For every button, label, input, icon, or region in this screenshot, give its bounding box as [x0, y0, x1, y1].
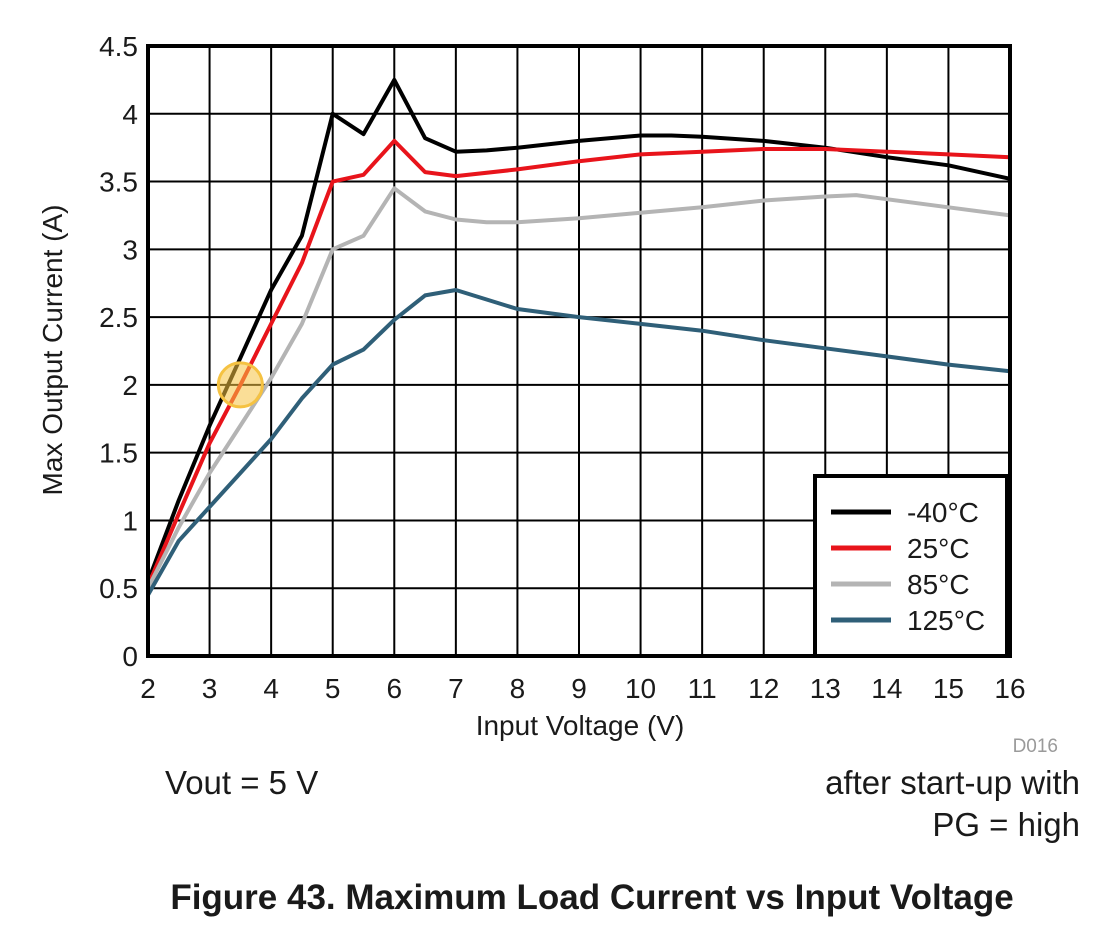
y-tick-label: 2 [122, 370, 138, 401]
x-tick-label: 6 [386, 673, 402, 704]
y-tick-label: 0.5 [99, 573, 138, 604]
x-tick-label: 15 [933, 673, 964, 704]
condition-note-line2: PG = high [932, 806, 1080, 843]
x-tick-label: 4 [263, 673, 279, 704]
highlight-marker [216, 361, 264, 409]
x-tick-label: 11 [688, 673, 717, 704]
legend: -40°C 25°C 85°C 125°C [813, 474, 1009, 658]
x-tick-label: 3 [202, 673, 218, 704]
legend-label: -40°C [907, 497, 979, 528]
figure-caption: Figure 43. Maximum Load Current vs Input… [170, 878, 1014, 917]
legend-box [813, 474, 1009, 658]
y-tick-label: 3.5 [99, 167, 138, 198]
legend-label: 25°C [907, 533, 970, 564]
x-tick-label: 12 [748, 673, 779, 704]
condition-note: after start-up with PG = high [825, 762, 1080, 846]
x-tick-label: 16 [994, 673, 1025, 704]
x-tick-label: 5 [325, 673, 341, 704]
y-tick-label: 3 [122, 234, 138, 265]
series-line [146, 288, 1011, 596]
x-tick-label: 2 [140, 673, 156, 704]
x-tick-label: 8 [510, 673, 526, 704]
condition-note-line1: after start-up with [825, 764, 1080, 801]
x-tick-label: 7 [448, 673, 464, 704]
y-tick-label: 0 [122, 641, 138, 672]
x-tick-labels: 2 3 4 5 6 7 8 9 10 11 12 13 14 15 16 [140, 673, 1025, 704]
y-tick-label: 2.5 [99, 302, 138, 333]
x-tick-label: 13 [810, 673, 841, 704]
figure-id: D016 [1013, 736, 1058, 757]
vout-note: Vout = 5 V [165, 764, 319, 801]
legend-label: 125°C [907, 605, 985, 636]
x-tick-label: 9 [571, 673, 587, 704]
y-tick-label: 1.5 [99, 438, 138, 469]
highlight-circle [216, 361, 264, 409]
plot-frame [146, 44, 1012, 658]
y-tick-label: 1 [122, 505, 138, 536]
legend-label: 85°C [907, 569, 970, 600]
x-tick-label: 14 [871, 673, 902, 704]
y-tick-label: 4.5 [99, 31, 138, 62]
series-line [146, 77, 1011, 583]
y-tick-labels: 0 0.5 1 1.5 2 2.5 3 3.5 4 4.5 [99, 31, 138, 672]
y-tick-label: 4 [122, 99, 138, 130]
y-axis-title: Max Output Current (A) [37, 205, 68, 496]
x-tick-label: 10 [625, 673, 656, 704]
x-axis-title: Input Voltage (V) [476, 710, 685, 741]
